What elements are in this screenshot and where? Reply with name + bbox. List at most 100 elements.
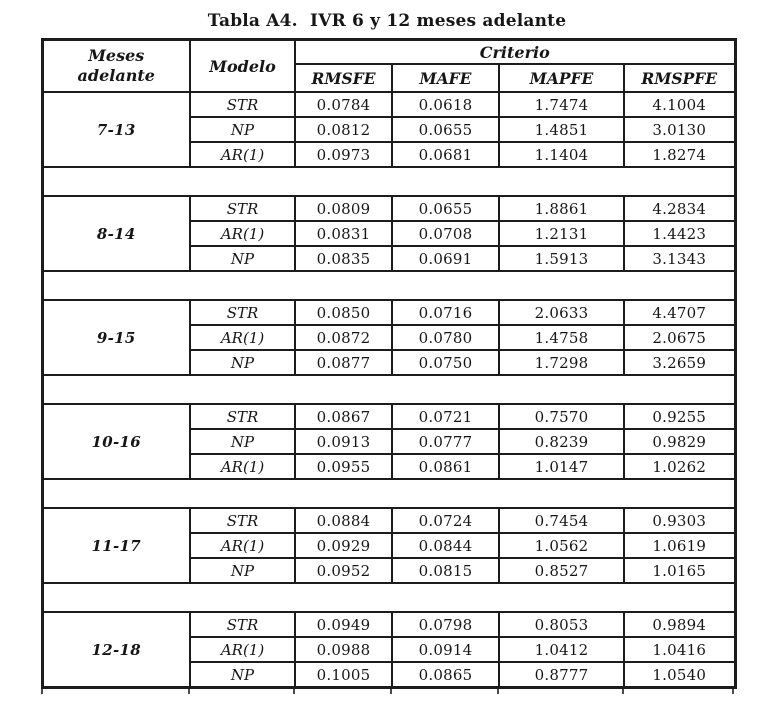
- value-cell: 0.0949: [294, 611, 393, 638]
- spacer-row: [41, 166, 736, 197]
- value-cell: 0.0812: [294, 116, 393, 143]
- value-cell: 0.0655: [391, 195, 500, 222]
- data-row: NP 0.0812 0.0655 1.4851 3.0130: [42, 116, 736, 143]
- model-cell: AR(1): [189, 220, 296, 247]
- value-cell: 0.0716: [391, 299, 500, 326]
- value-cell: 2.0633: [498, 299, 625, 326]
- value-cell: 0.0784: [294, 91, 393, 118]
- value-cell: 0.0831: [294, 220, 393, 247]
- value-cell: 0.8239: [498, 428, 625, 455]
- data-row: NP 0.1005 0.0865 0.8777 1.0540: [42, 661, 736, 689]
- value-cell: 1.0416: [623, 636, 736, 663]
- model-cell: AR(1): [189, 324, 296, 351]
- value-cell: 0.0777: [391, 428, 500, 455]
- model-cell: STR: [189, 611, 296, 638]
- spacer-cell: [41, 374, 736, 405]
- header-rmspfe: RMSPFE: [623, 63, 736, 93]
- spacer-cell: [41, 478, 736, 509]
- value-cell: 0.0815: [391, 557, 500, 584]
- border-stub: [187, 689, 190, 694]
- data-row: NP 0.0877 0.0750 1.7298 3.2659: [42, 349, 736, 376]
- spacer-cell: [41, 270, 736, 301]
- data-row: 12-18 STR 0.0949 0.0798 0.8053 0.9894: [41, 611, 736, 689]
- value-cell: 1.4758: [498, 324, 625, 351]
- model-cell: NP: [189, 661, 296, 689]
- model-cell: NP: [189, 428, 296, 455]
- model-cell: NP: [189, 116, 296, 143]
- spacer-cell: [41, 166, 736, 197]
- value-cell: 0.0691: [391, 245, 500, 272]
- spacer-cell: [41, 582, 736, 613]
- value-cell: 1.0562: [498, 532, 625, 559]
- value-cell: 3.0130: [623, 116, 736, 143]
- value-cell: 4.2834: [623, 195, 736, 222]
- value-cell: 0.9255: [623, 403, 736, 430]
- meses-range-cell: 10-16: [41, 403, 191, 480]
- value-cell: 4.4707: [623, 299, 736, 326]
- value-cell: 0.0798: [391, 611, 500, 638]
- data-row: 11-17 STR 0.0884 0.0724 0.7454 0.9303: [41, 507, 736, 584]
- value-cell: 1.0165: [623, 557, 736, 584]
- meses-range-cell: 11-17: [41, 507, 191, 584]
- value-cell: 1.8274: [623, 141, 736, 168]
- model-cell: AR(1): [189, 141, 296, 168]
- value-cell: 0.0681: [391, 141, 500, 168]
- value-cell: 1.7298: [498, 349, 625, 376]
- value-cell: 0.0780: [391, 324, 500, 351]
- data-row: 8-14 STR 0.0809 0.0655 1.8861 4.2834: [41, 195, 736, 272]
- value-cell: 0.1005: [294, 661, 393, 689]
- value-cell: 0.8527: [498, 557, 625, 584]
- value-cell: 1.4423: [623, 220, 736, 247]
- value-cell: 0.0865: [391, 661, 500, 689]
- data-row: AR(1) 0.0955 0.0861 1.0147 1.0262: [42, 453, 736, 480]
- value-cell: 1.0540: [623, 661, 736, 689]
- value-cell: 0.8053: [498, 611, 625, 638]
- model-cell: AR(1): [189, 453, 296, 480]
- value-cell: 1.0147: [498, 453, 625, 480]
- model-cell: STR: [189, 507, 296, 534]
- data-row: AR(1) 0.0872 0.0780 1.4758 2.0675: [42, 324, 736, 351]
- data-row: AR(1) 0.0929 0.0844 1.0562 1.0619: [42, 532, 736, 559]
- value-cell: 1.1404: [498, 141, 625, 168]
- data-row: NP 0.0952 0.0815 0.8527 1.0165: [42, 557, 736, 584]
- spacer-row: [41, 478, 736, 509]
- value-cell: 0.9303: [623, 507, 736, 534]
- border-stub: [389, 689, 392, 694]
- meses-range-cell: 7-13: [41, 91, 191, 168]
- header-mapfe: MAPFE: [498, 63, 625, 93]
- meses-range-cell: 9-15: [41, 299, 191, 376]
- value-cell: 1.4851: [498, 116, 625, 143]
- value-cell: 0.0809: [294, 195, 393, 222]
- meses-range-cell: 8-14: [41, 195, 191, 272]
- value-cell: 0.0850: [294, 299, 393, 326]
- value-cell: 3.2659: [623, 349, 736, 376]
- value-cell: 1.7474: [498, 91, 625, 118]
- header-mafe: MAFE: [391, 63, 500, 93]
- border-stub: [40, 689, 43, 694]
- model-cell: STR: [189, 299, 296, 326]
- value-cell: 0.0913: [294, 428, 393, 455]
- value-cell: 0.7570: [498, 403, 625, 430]
- ivr-results-table: Meses adelante Modelo Criterio RMSFE MAF…: [40, 38, 737, 689]
- data-row: AR(1) 0.0831 0.0708 1.2131 1.4423: [42, 220, 736, 247]
- value-cell: 1.0262: [623, 453, 736, 480]
- table-wrapper: Meses adelante Modelo Criterio RMSFE MAF…: [40, 38, 737, 694]
- table-title: Tabla A4. IVR 6 y 12 meses adelante: [207, 11, 567, 31]
- data-row: AR(1) 0.0973 0.0681 1.1404 1.8274: [42, 141, 736, 168]
- model-cell: STR: [189, 91, 296, 118]
- value-cell: 0.0884: [294, 507, 393, 534]
- data-row: 7-13 STR 0.0784 0.0618 1.7474 4.1004: [41, 91, 736, 168]
- value-cell: 0.9829: [623, 428, 736, 455]
- value-cell: 0.0618: [391, 91, 500, 118]
- data-row: NP 0.0835 0.0691 1.5913 3.1343: [42, 245, 736, 272]
- data-row: AR(1) 0.0988 0.0914 1.0412 1.0416: [42, 636, 736, 663]
- model-cell: NP: [189, 245, 296, 272]
- value-cell: 0.0877: [294, 349, 393, 376]
- value-cell: 0.0955: [294, 453, 393, 480]
- data-row: NP 0.0913 0.0777 0.8239 0.9829: [42, 428, 736, 455]
- border-stub: [496, 689, 499, 694]
- value-cell: 0.0724: [391, 507, 500, 534]
- data-row: 10-16 STR 0.0867 0.0721 0.7570 0.9255: [41, 403, 736, 480]
- value-cell: 0.0861: [391, 453, 500, 480]
